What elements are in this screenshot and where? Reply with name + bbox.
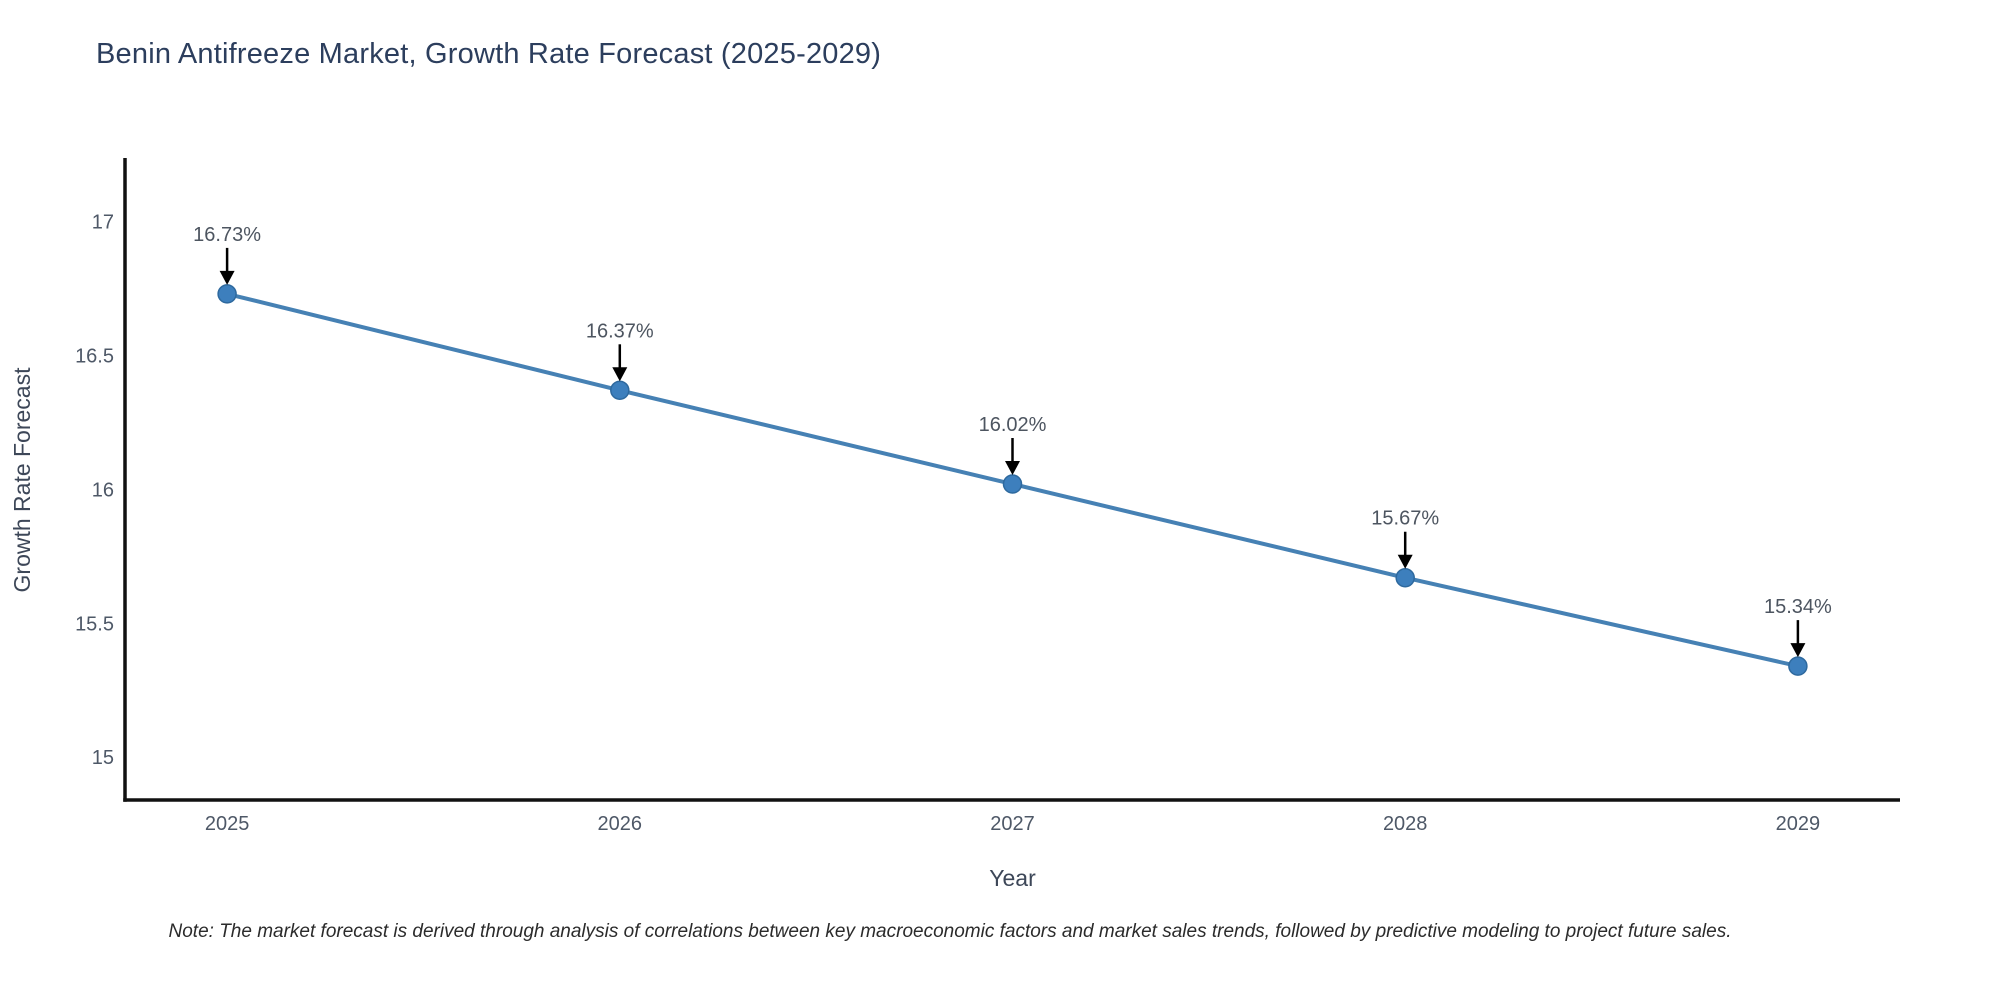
annotation-arrowhead bbox=[219, 270, 235, 285]
y-tick-label: 17 bbox=[92, 212, 114, 234]
annotation-arrowhead bbox=[612, 367, 628, 382]
annotation-label: 16.02% bbox=[979, 414, 1047, 436]
annotation-arrowhead bbox=[1005, 461, 1020, 476]
x-axis-title: Year bbox=[989, 865, 1036, 891]
y-axis-title: Growth Rate Forecast bbox=[9, 367, 35, 593]
annotation-label: 15.34% bbox=[1764, 596, 1832, 618]
data-point-marker bbox=[610, 380, 630, 401]
data-point-marker bbox=[217, 284, 237, 304]
data-point-marker bbox=[1395, 567, 1415, 588]
annotation-label: 15.67% bbox=[1371, 508, 1439, 530]
y-tick-label: 16.5 bbox=[75, 345, 114, 367]
data-point-marker bbox=[1002, 474, 1023, 494]
chart-title: Benin Antifreeze Market, Growth Rate For… bbox=[96, 38, 882, 70]
chart-footnote: Note: The market forecast is derived thr… bbox=[168, 921, 1732, 942]
x-tick-label: 2029 bbox=[1776, 813, 1821, 835]
annotation-label: 16.73% bbox=[193, 224, 261, 246]
annotation-label: 16.37% bbox=[586, 320, 654, 342]
y-tick-label: 15.5 bbox=[75, 613, 114, 635]
x-tick-label: 2025 bbox=[205, 813, 250, 835]
annotation-arrowhead bbox=[1790, 643, 1806, 658]
annotation-arrowhead bbox=[1397, 554, 1413, 569]
x-tick-label: 2026 bbox=[598, 813, 643, 835]
data-point-marker bbox=[1788, 656, 1808, 676]
x-tick-label: 2028 bbox=[1383, 813, 1428, 835]
x-tick-label: 2027 bbox=[990, 813, 1035, 835]
y-tick-label: 15 bbox=[92, 747, 114, 769]
y-tick-label: 16 bbox=[92, 479, 114, 501]
